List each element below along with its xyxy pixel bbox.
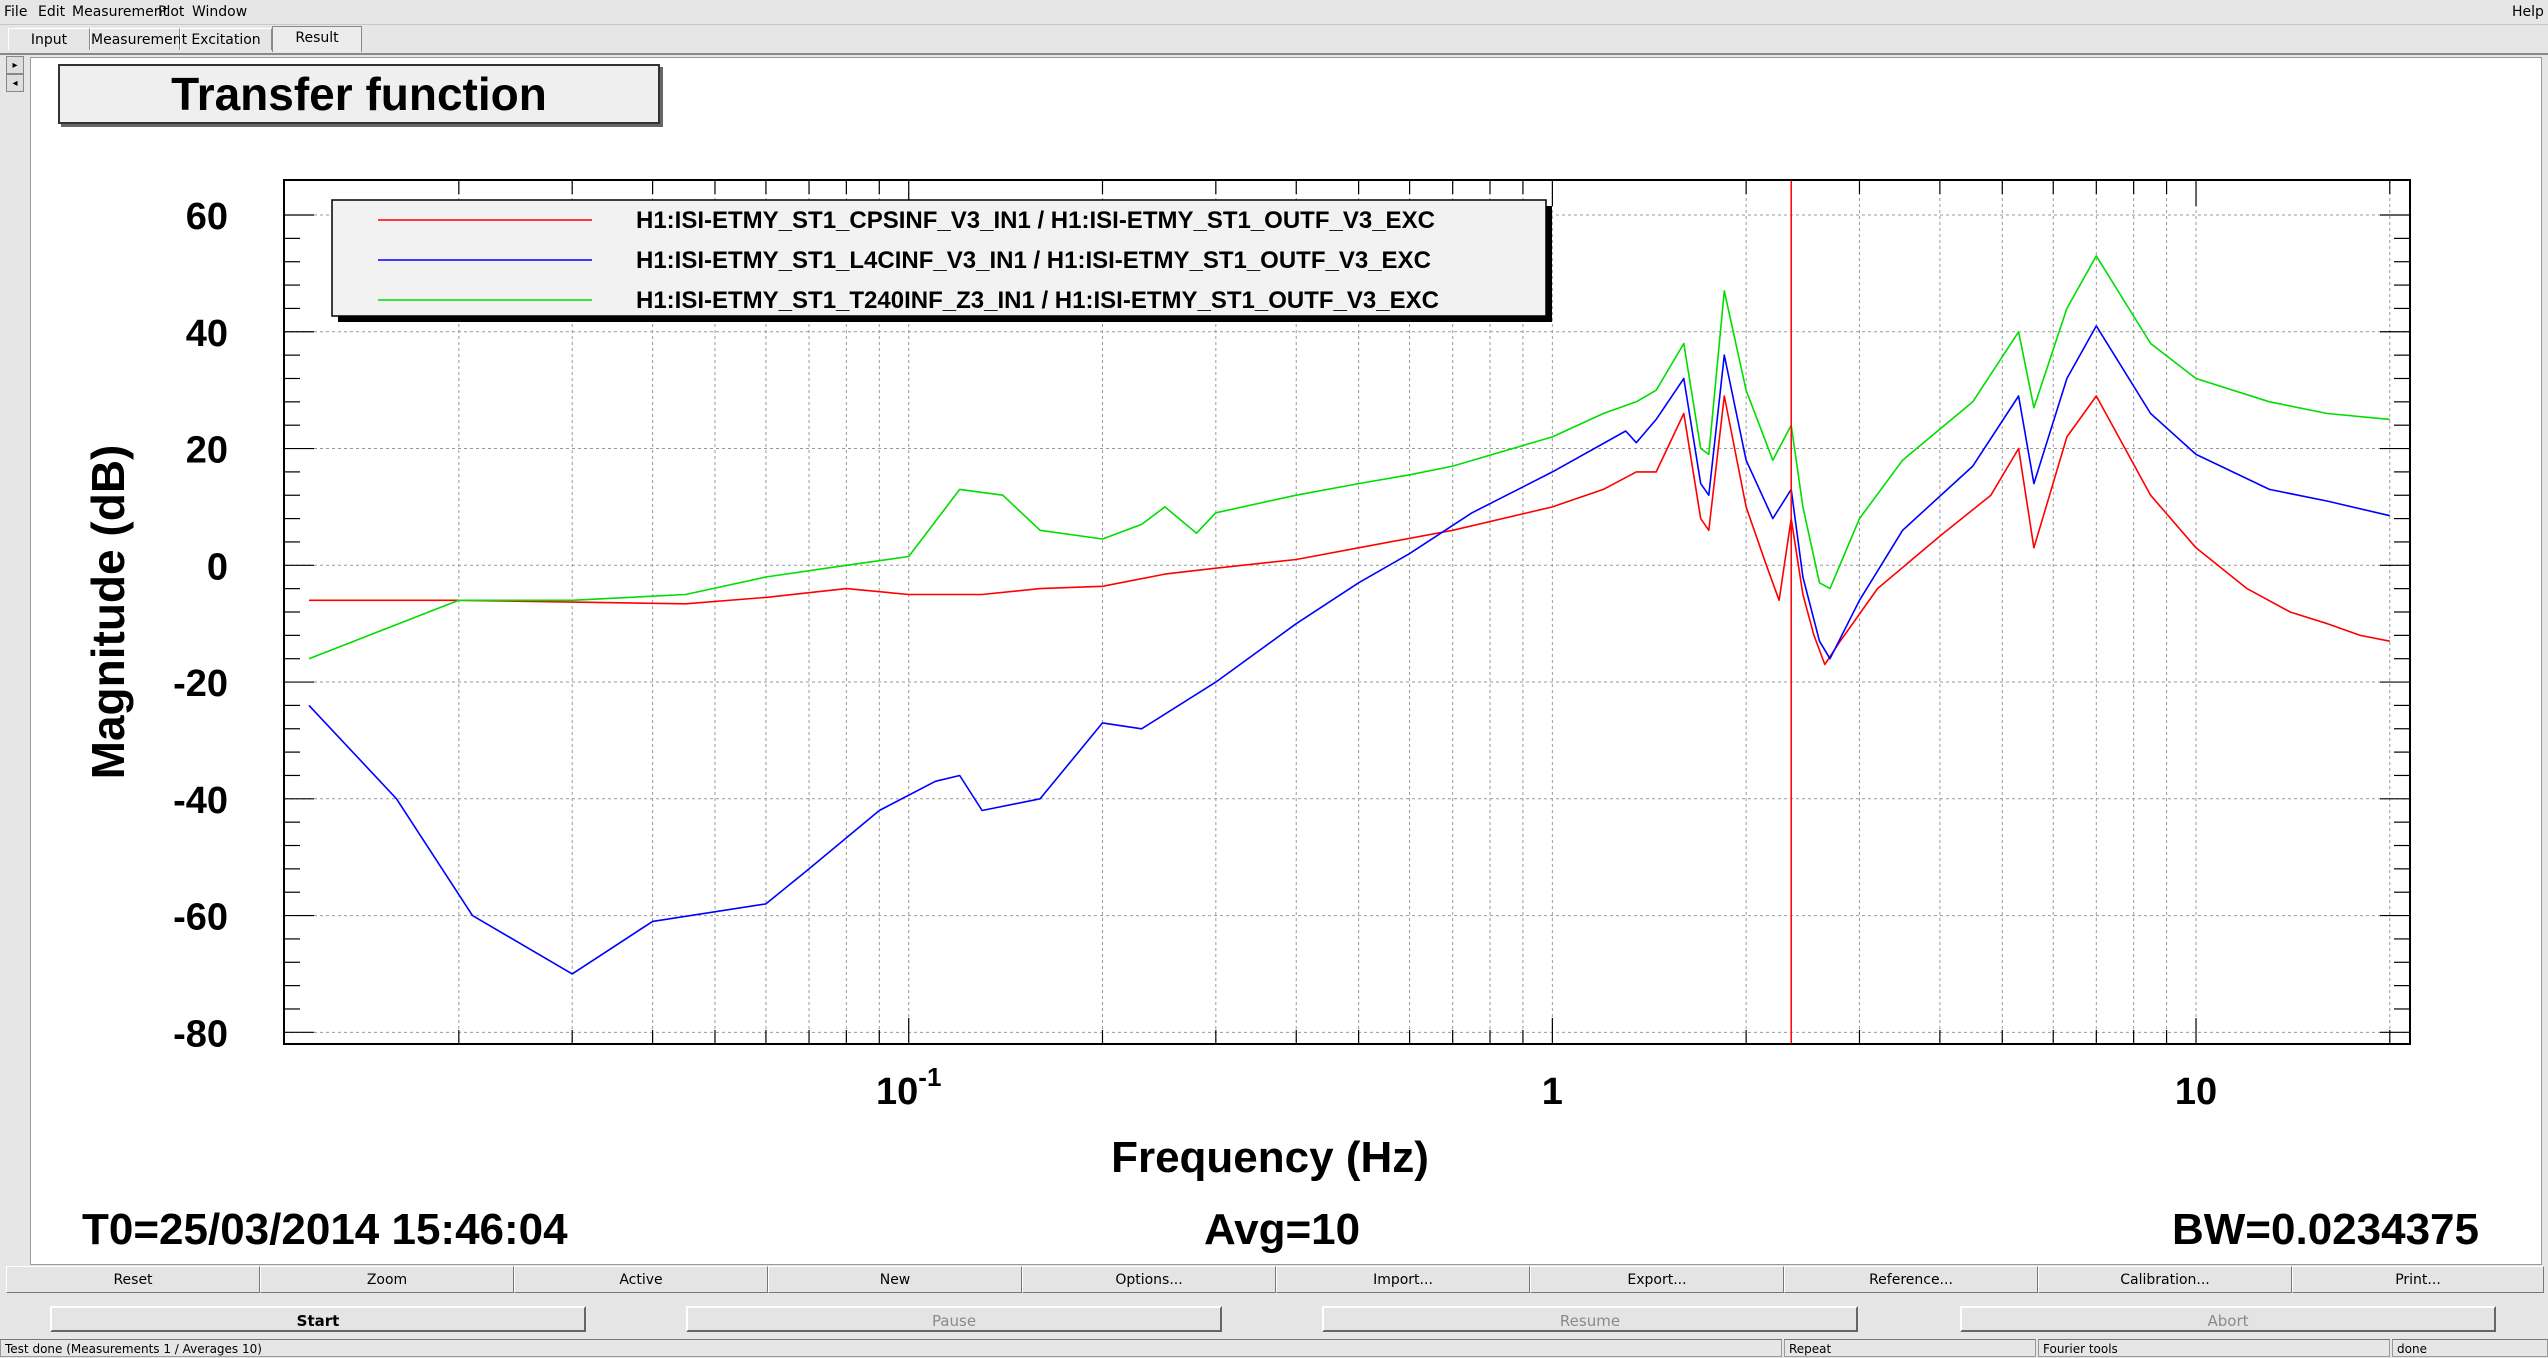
series-line-2 — [308, 325, 2390, 975]
tab-bar: Input Measurement Excitation Result — [0, 25, 2548, 55]
status-state: done — [2392, 1339, 2548, 1357]
menu-bar: File Edit Measurement Plot Window Help — [0, 0, 2548, 25]
status-tool: Fourier tools — [2038, 1339, 2390, 1357]
menu-plot[interactable]: Plot — [158, 4, 185, 20]
series-layer — [308, 255, 2390, 975]
y-axis-label: Magnitude (dB) — [82, 445, 134, 780]
tab-measurement[interactable]: Measurement — [90, 28, 187, 50]
expand-arrow-icon[interactable]: ▸ — [6, 56, 24, 74]
zoom-button[interactable]: Zoom — [260, 1266, 514, 1293]
abort-button[interactable]: Abort — [1960, 1306, 2496, 1332]
tab-excitation[interactable]: Excitation — [180, 28, 272, 50]
menu-edit[interactable]: Edit — [38, 4, 66, 20]
status-message: Test done (Measurements 1 / Averages 10) — [0, 1339, 1782, 1357]
y-tick-label: 20 — [186, 430, 228, 472]
status-bar: Test done (Measurements 1 / Averages 10)… — [0, 1339, 2548, 1358]
tab-result[interactable]: Result — [272, 26, 362, 52]
new-button[interactable]: New — [768, 1266, 1022, 1293]
x-tick-label: 1 — [1542, 1071, 1563, 1113]
chart-title: Transfer function — [58, 64, 660, 124]
pause-button[interactable]: Pause — [686, 1306, 1222, 1332]
y-tick-label: -20 — [173, 663, 228, 705]
calibration-button[interactable]: Calibration... — [2038, 1266, 2292, 1293]
transfer-function-chart[interactable]: H1:ISI-ETMY_ST1_CPSINF_V3_IN1 / H1:ISI-E… — [0, 0, 2548, 1300]
y-tick-label: 60 — [186, 196, 228, 238]
y-tick-label: -40 — [173, 780, 228, 822]
menu-window[interactable]: Window — [192, 4, 248, 20]
menu-file[interactable]: File — [4, 4, 28, 20]
tab-input[interactable]: Input — [8, 28, 90, 50]
options-button[interactable]: Options... — [1022, 1266, 1276, 1293]
x-axis-label: Frequency (Hz) — [1111, 1133, 1429, 1182]
collapse-arrow-icon[interactable]: ◂ — [6, 74, 24, 92]
status-repeat: Repeat — [1784, 1339, 2036, 1357]
y-tick-label: -80 — [173, 1013, 228, 1055]
import-button[interactable]: Import... — [1276, 1266, 1530, 1293]
plot-frame — [283, 179, 2411, 1045]
reset-button[interactable]: Reset — [6, 1266, 260, 1293]
run-controls: Start Pause Resume Abort — [0, 1306, 2548, 1336]
series-line-3 — [308, 255, 2390, 660]
legend-entry-1: H1:ISI-ETMY_ST1_CPSINF_V3_IN1 / H1:ISI-E… — [636, 207, 1435, 234]
x-tick-label: 10 — [2175, 1071, 2217, 1113]
reference-button[interactable]: Reference... — [1784, 1266, 2038, 1293]
active-button[interactable]: Active — [514, 1266, 768, 1293]
t0-label: T0=25/03/2014 15:46:04 — [82, 1205, 568, 1254]
tick-layer — [284, 180, 2410, 1044]
export-button[interactable]: Export... — [1530, 1266, 1784, 1293]
y-tick-label: -60 — [173, 897, 228, 939]
bw-label: BW=0.0234375 — [2172, 1205, 2479, 1254]
plot-toolbar: Reset Zoom Active New Options... Import.… — [6, 1266, 2544, 1294]
series-line-1 — [309, 395, 2390, 666]
y-tick-label: 40 — [186, 313, 228, 355]
menu-measurement[interactable]: Measurement — [72, 4, 169, 20]
menu-help[interactable]: Help — [2512, 4, 2544, 20]
avg-label: Avg=10 — [1204, 1205, 1361, 1254]
legend-entry-2: H1:ISI-ETMY_ST1_L4CINF_V3_IN1 / H1:ISI-E… — [636, 247, 1431, 274]
print-button[interactable]: Print... — [2292, 1266, 2544, 1293]
x-tick-label: 10-1 — [876, 1062, 941, 1113]
start-button[interactable]: Start — [50, 1306, 586, 1332]
axis-labels: 60 40 20 0 -20 -40 -60 -80 10-1 1 10 Frequency (Hz)… — [82, 196, 2217, 1182]
resume-button[interactable]: Resume — [1322, 1306, 1858, 1332]
legend: H1:ISI-ETMY_ST1_CPSINF_V3_IN1 / H1:ISI-E… — [331, 199, 1552, 322]
y-tick-label: 0 — [207, 546, 228, 588]
legend-entry-3: H1:ISI-ETMY_ST1_T240INF_Z3_IN1 / H1:ISI-… — [636, 287, 1439, 314]
